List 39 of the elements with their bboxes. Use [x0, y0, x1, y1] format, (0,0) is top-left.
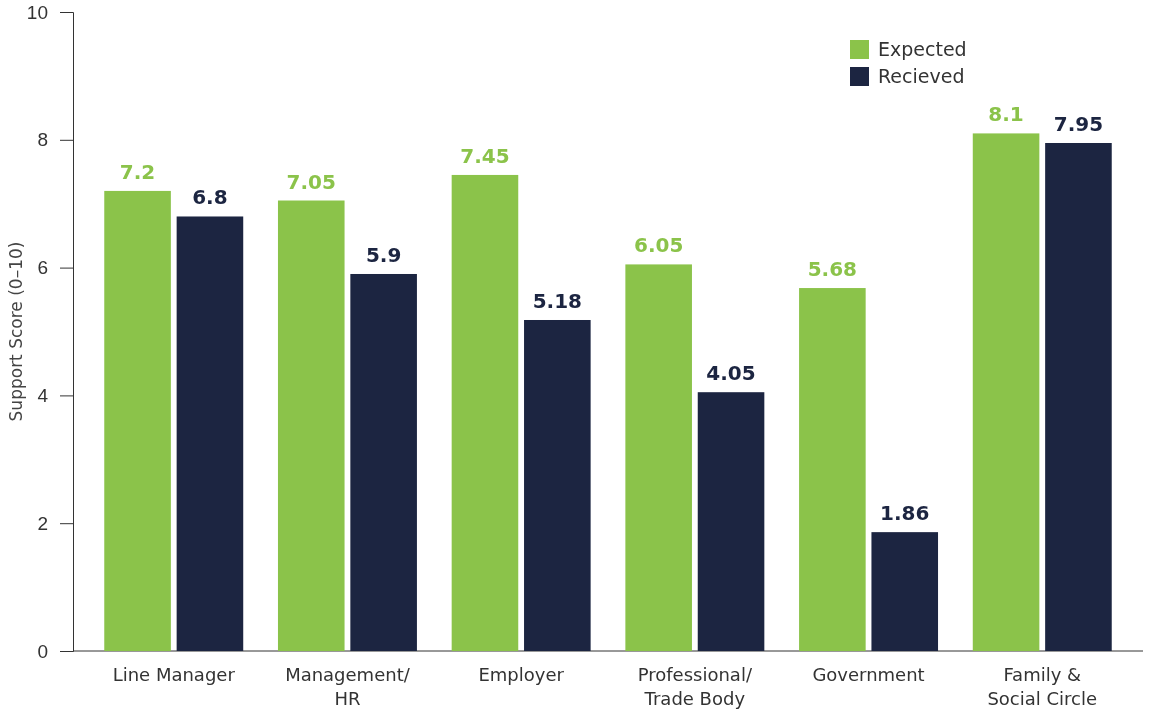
- x-tick-label: Family & Social Circle: [987, 664, 1098, 709]
- data-label: 5.68: [807, 257, 858, 282]
- bar: [277, 200, 345, 651]
- bar: [1045, 143, 1112, 651]
- y-tick-label: 0: [37, 640, 48, 662]
- data-label: 8.1: [988, 102, 1024, 127]
- data-label: 1.86: [880, 501, 930, 526]
- y-tick-label: 2: [37, 512, 48, 534]
- x-tick-label: Professional/ Trade Body: [637, 664, 753, 709]
- data-label: 4.05: [706, 361, 756, 386]
- x-tick-label: Line Manager: [112, 664, 236, 685]
- data-label: 7.45: [460, 143, 510, 168]
- data-label: 6.05: [633, 233, 684, 258]
- bar: [799, 288, 866, 651]
- y-tick-label: 4: [37, 384, 49, 406]
- data-label: 7.05: [286, 169, 336, 194]
- bar: [972, 133, 1040, 651]
- x-tick-label: Management/ HR: [285, 664, 411, 709]
- bar: [451, 174, 519, 651]
- data-label: 7.95: [1053, 111, 1104, 136]
- bar: [350, 273, 417, 651]
- y-tick-label: 6: [37, 257, 48, 279]
- data-label: 6.8: [192, 185, 228, 210]
- bar: [697, 392, 765, 651]
- data-label: 5.9: [365, 242, 402, 267]
- data-label: 7.2: [119, 159, 156, 184]
- y-tick-label: 10: [26, 1, 48, 23]
- x-tick-label: Employer: [478, 664, 565, 685]
- x-tick-label: Government: [812, 664, 925, 685]
- y-tick-label: 8: [37, 129, 48, 151]
- bar: [524, 320, 591, 651]
- bar: [625, 264, 692, 651]
- legend-label: Expected: [878, 38, 967, 60]
- data-label: 5.18: [532, 289, 583, 313]
- bar: [104, 190, 171, 651]
- y-axis-title: Support Score (0–10): [6, 241, 26, 422]
- bar: [176, 216, 244, 651]
- legend-label: Recieved: [878, 65, 965, 87]
- bar: [871, 532, 939, 651]
